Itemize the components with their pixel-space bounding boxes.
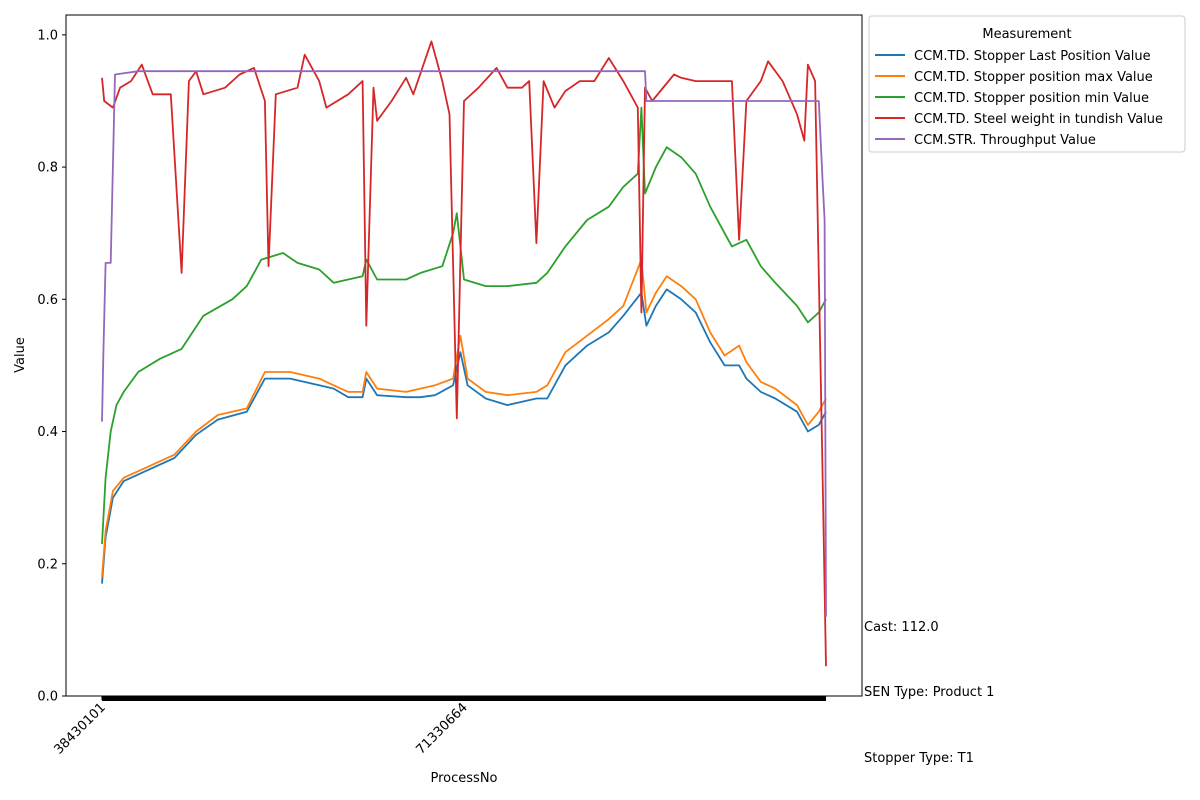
y-axis-label: Value: [13, 337, 28, 373]
legend-title: Measurement: [982, 27, 1071, 42]
series-line-1: [101, 288, 827, 584]
legend-entry: CCM.TD. Steel weight in tundish Value: [914, 112, 1163, 127]
x-tick-label: 38430101: [51, 700, 108, 757]
series-line-3: [101, 106, 827, 544]
annotation-cast: Cast: 112.0: [864, 620, 939, 635]
legend-box: [868, 15, 1186, 153]
legend-entry: CCM.TD. Stopper position max Value: [914, 70, 1153, 85]
annotation-stopper-type: Stopper Type: T1: [864, 751, 974, 766]
y-tick-label: 1.0: [37, 28, 58, 43]
x-axis: 38430101 71330664: [51, 696, 471, 758]
legend: Measurement CCM.TD. Stopper Last Positio…: [868, 15, 1186, 153]
series-layer: [101, 40, 827, 667]
y-tick-label: 0.6: [37, 293, 58, 308]
x-axis-label: ProcessNo: [431, 771, 498, 786]
y-axis: 0.0 0.2 0.4 0.6 0.8 1.0: [37, 28, 66, 705]
x-axis-tick-band: [102, 696, 826, 701]
y-tick-label: 0.4: [37, 425, 58, 440]
y-tick-label: 0.0: [37, 690, 58, 705]
legend-entry: CCM.TD. Stopper position min Value: [914, 91, 1149, 106]
legend-entry: CCM.TD. Stopper Last Position Value: [914, 49, 1151, 64]
series-line-2: [101, 258, 827, 578]
x-tick-label: 71330664: [413, 700, 470, 757]
series-line-4: [101, 40, 827, 667]
legend-entry: CCM.STR. Throughput Value: [914, 133, 1096, 148]
annotation-sen-type: SEN Type: Product 1: [864, 685, 994, 700]
y-tick-label: 0.2: [37, 557, 58, 572]
series-line-5: [101, 70, 827, 617]
y-tick-label: 0.8: [37, 161, 58, 176]
